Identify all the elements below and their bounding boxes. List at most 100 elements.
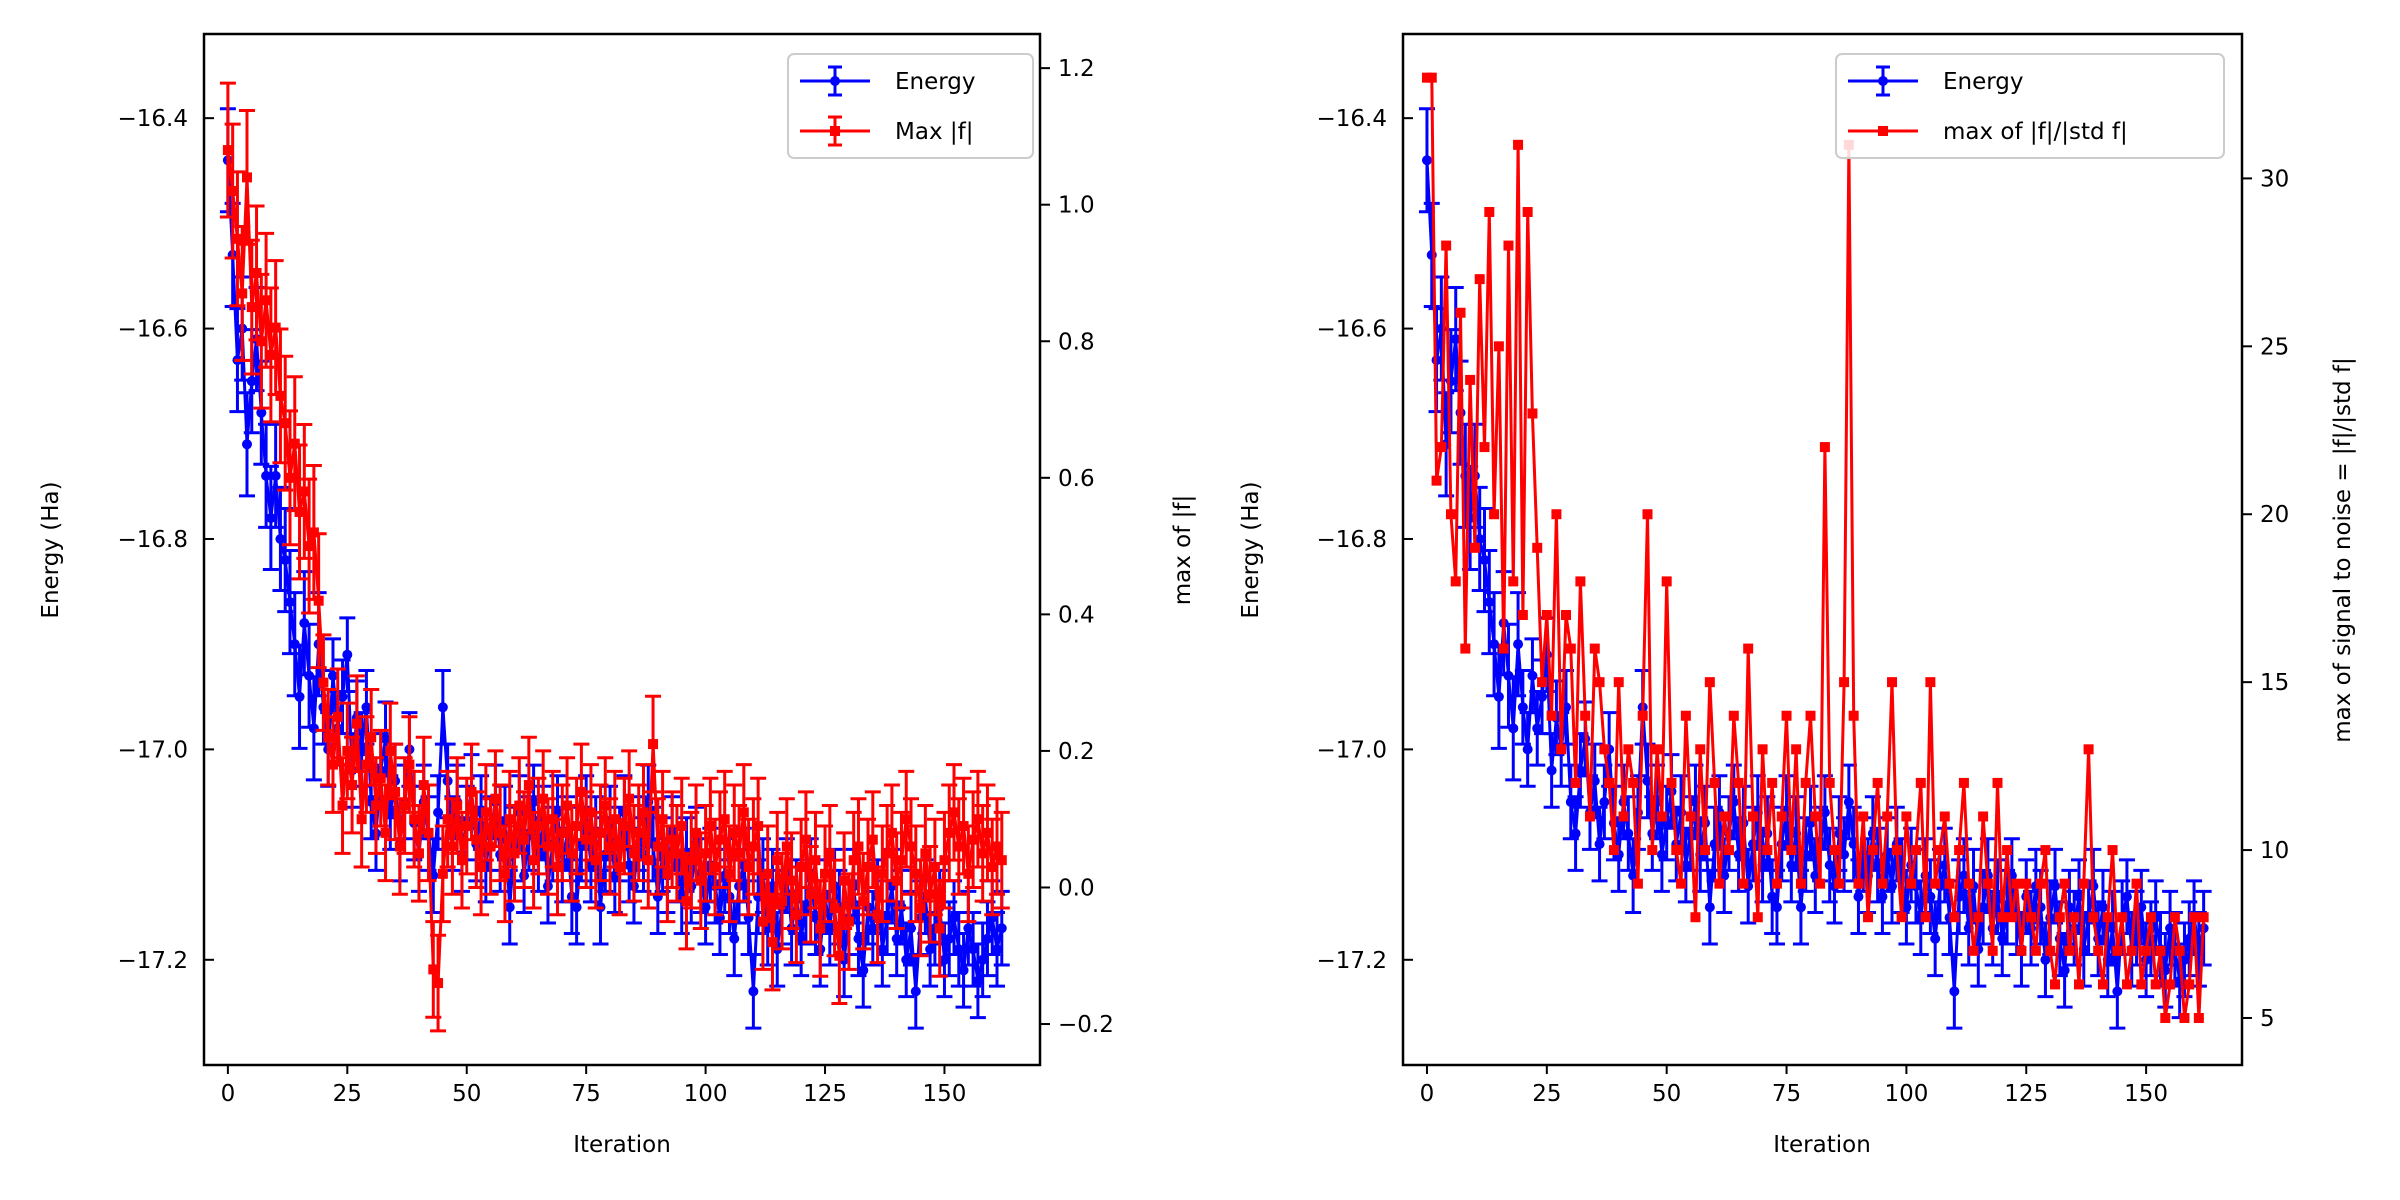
data-point	[528, 855, 539, 866]
data-point	[246, 302, 257, 313]
data-point	[542, 841, 553, 852]
x-tick-label: 50	[452, 1081, 481, 1107]
data-point	[1474, 274, 1485, 285]
data-point	[370, 800, 381, 811]
data-point	[743, 861, 754, 872]
data-point	[1853, 878, 1864, 889]
data-point	[896, 855, 907, 866]
data-point	[1455, 307, 1466, 318]
data-point	[848, 855, 859, 866]
left-ylabel: Energy (Ha)	[38, 481, 64, 618]
data-point	[471, 834, 482, 845]
data-point	[1704, 677, 1715, 688]
data-point	[1570, 828, 1581, 839]
y-right-tick-label: 0.2	[1058, 739, 1095, 765]
legend-marker	[1878, 126, 1888, 136]
data-point	[1632, 878, 1643, 889]
data-point	[1843, 796, 1854, 807]
data-point	[1824, 777, 1835, 788]
data-point	[867, 923, 878, 934]
data-point	[972, 975, 983, 986]
data-point	[1944, 878, 1955, 889]
data-point	[2131, 878, 2142, 889]
data-point	[1647, 845, 1658, 856]
data-point	[385, 745, 396, 756]
data-point	[1767, 891, 1778, 902]
data-point	[1541, 609, 1552, 620]
data-point	[1450, 334, 1461, 345]
data-point	[982, 933, 993, 944]
data-point	[1613, 677, 1624, 688]
data-point	[944, 933, 955, 944]
y-right-tick-label: 0.0	[1058, 875, 1095, 901]
data-point	[2097, 979, 2108, 990]
data-point	[724, 868, 735, 879]
data-point	[1431, 475, 1442, 486]
legend-snr: max of |f|/|std f|	[1943, 119, 2128, 145]
data-point	[815, 923, 826, 934]
data-point	[2174, 945, 2185, 956]
data-point	[1743, 643, 1754, 654]
data-point	[1978, 902, 1989, 913]
data-point	[1474, 533, 1485, 544]
data-point	[304, 541, 315, 552]
y-tick-label: −17.0	[1317, 737, 1387, 763]
y-right-tick-label: 10	[2260, 838, 2289, 864]
data-point	[265, 512, 276, 523]
data-point	[595, 827, 606, 838]
data-point	[1915, 777, 1926, 788]
data-point	[1997, 912, 2008, 923]
data-point	[2121, 891, 2132, 902]
data-point	[2050, 979, 2061, 990]
data-point	[843, 916, 854, 927]
data-point	[700, 902, 711, 913]
x-tick-label: 50	[1652, 1081, 1681, 1107]
data-point	[667, 834, 678, 845]
data-point	[571, 902, 582, 913]
data-point	[2155, 945, 2166, 956]
data-point	[633, 827, 644, 838]
data-point	[2145, 912, 2156, 923]
data-point	[1704, 902, 1715, 913]
data-point	[1594, 839, 1605, 850]
data-point	[867, 834, 878, 845]
data-point	[1805, 710, 1816, 721]
right-xlabel: Iteration	[1773, 1132, 1871, 1158]
data-point	[958, 965, 969, 976]
data-point	[1867, 845, 1878, 856]
data-point	[265, 349, 276, 360]
data-point	[294, 691, 305, 702]
data-point	[409, 814, 420, 825]
data-point	[624, 793, 635, 804]
data-point	[1484, 597, 1495, 608]
data-point	[652, 841, 663, 852]
data-point	[1479, 555, 1490, 566]
data-point	[1623, 744, 1634, 755]
data-point	[2026, 912, 2037, 923]
data-point	[552, 861, 563, 872]
data-point	[241, 439, 252, 450]
data-point	[1561, 609, 1572, 620]
data-point	[261, 295, 272, 306]
data-point	[1858, 811, 1869, 822]
data-point	[748, 986, 759, 997]
data-point	[399, 800, 410, 811]
data-point	[2035, 878, 2046, 889]
legend-marker	[830, 76, 840, 86]
data-point	[1819, 442, 1830, 453]
data-point	[996, 855, 1007, 866]
y-right-tick-label: 30	[2260, 166, 2289, 192]
data-point	[323, 732, 334, 743]
y-right-tick-label: 25	[2260, 334, 2289, 360]
data-point	[839, 875, 850, 886]
data-point	[1776, 811, 1787, 822]
data-point	[361, 759, 372, 770]
data-point	[772, 855, 783, 866]
data-point	[901, 954, 912, 965]
y-tick-label: −16.4	[1317, 106, 1387, 132]
data-point	[1493, 341, 1504, 352]
series-max-of-f-std-f-	[1421, 72, 2209, 1023]
data-point	[1949, 986, 1960, 997]
data-point	[963, 868, 974, 879]
